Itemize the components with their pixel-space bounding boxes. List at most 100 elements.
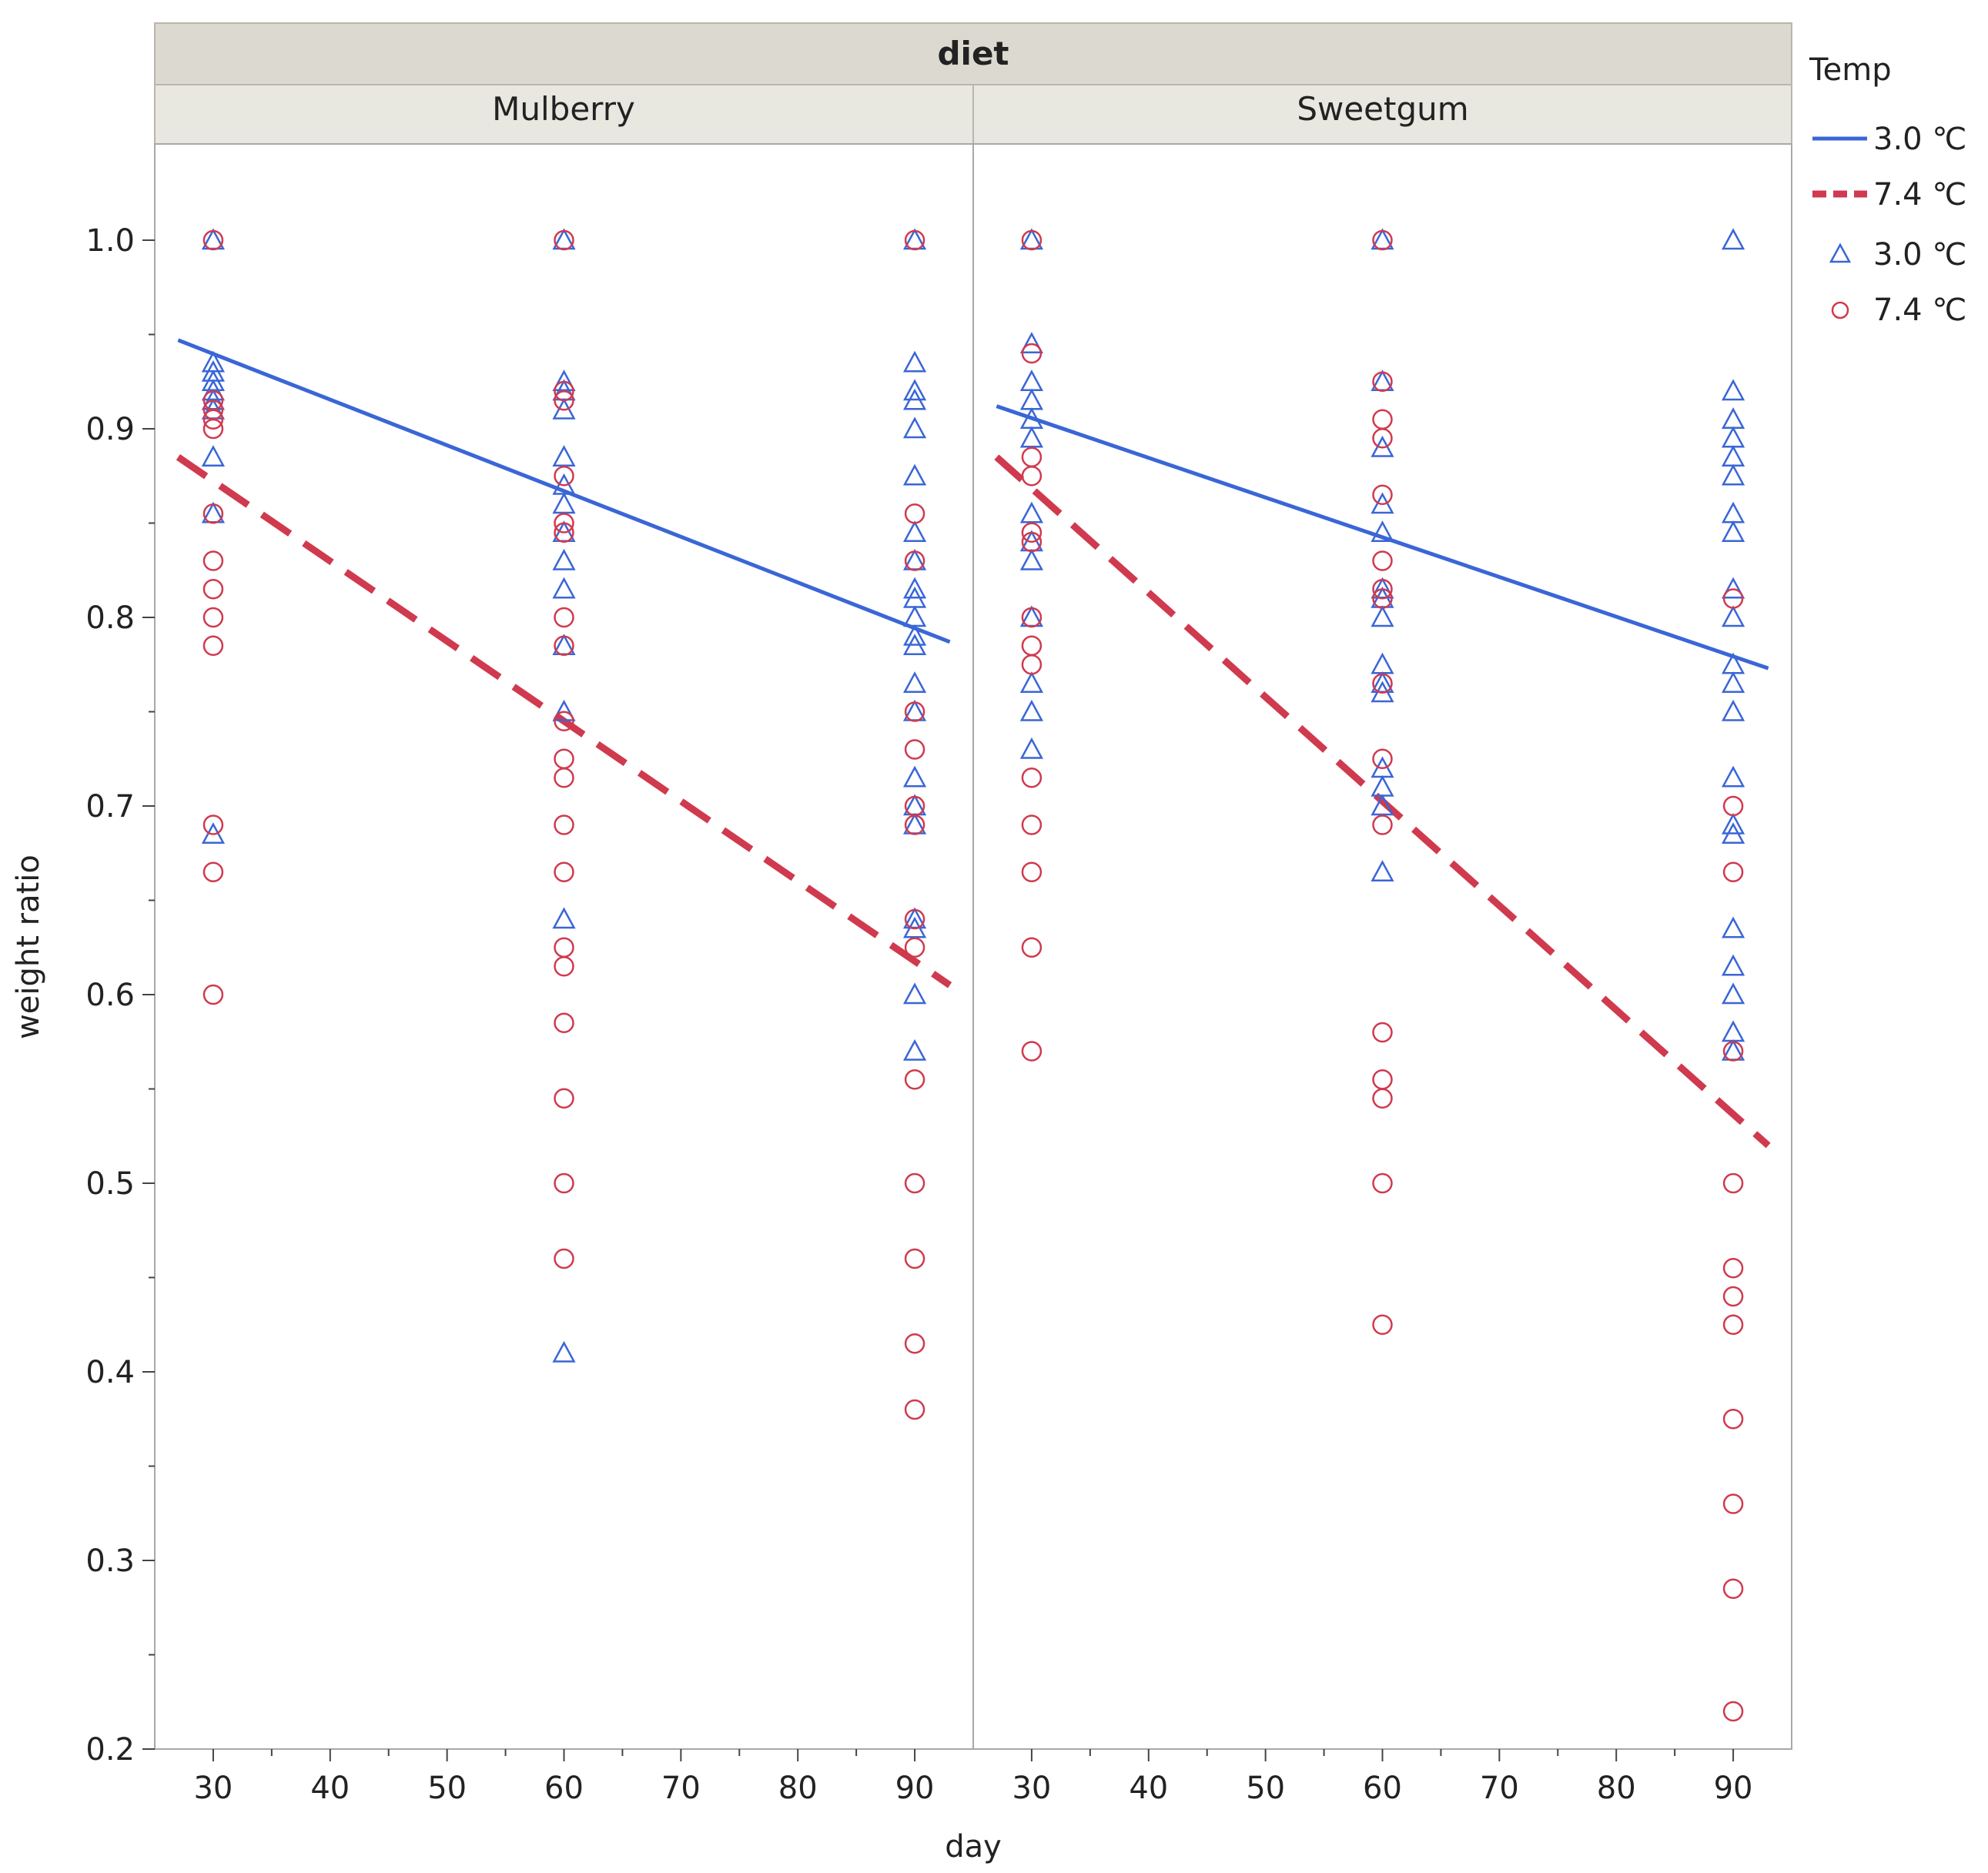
point-circle-7-4 — [1722, 1701, 1744, 1722]
point-triangle-3-0 — [1721, 982, 1745, 1005]
point-triangle-3-0 — [902, 982, 927, 1005]
point-triangle-3-0 — [902, 624, 927, 646]
point-circle-7-4 — [1372, 428, 1393, 449]
point-circle-7-4 — [904, 1399, 925, 1420]
point-circle-7-4 — [1372, 484, 1393, 505]
point-triangle-3-0 — [902, 463, 927, 486]
point-triangle-3-0 — [1721, 822, 1745, 844]
point-circle-7-4 — [554, 711, 574, 731]
y-tick-label: 0.9 — [85, 412, 135, 447]
point-circle-7-4 — [1372, 371, 1393, 392]
point-circle-7-4 — [1021, 531, 1043, 553]
point-circle-7-4 — [904, 1172, 925, 1194]
point-circle-7-4 — [904, 701, 925, 722]
y-tick-label: 0.4 — [85, 1355, 135, 1390]
point-circle-7-4 — [904, 814, 925, 835]
point-circle-7-4 — [1021, 522, 1043, 543]
point-circle-7-4 — [554, 861, 574, 882]
point-circle-7-4 — [554, 1012, 574, 1033]
point-triangle-3-0 — [552, 492, 576, 514]
legend-label-triangle-3-0: 3.0 ℃ — [1873, 237, 1966, 273]
point-circle-7-4 — [202, 503, 224, 524]
y-tick-label: 1.0 — [85, 223, 135, 259]
point-circle-7-4 — [1722, 1258, 1744, 1279]
y-axis-title: weight ratio — [11, 855, 46, 1039]
panel-strip-mulberry — [154, 84, 974, 145]
point-triangle-3-0 — [1371, 520, 1394, 542]
legend-label-line-3-0: 3.0 ℃ — [1873, 122, 1966, 157]
point-triangle-3-0 — [1721, 605, 1745, 627]
point-circle-7-4 — [1021, 229, 1043, 251]
facet-header-strip — [154, 22, 1792, 85]
point-triangle-3-0 — [902, 416, 927, 439]
point-circle-7-4 — [554, 1172, 574, 1194]
legend-label-circle-7-4: 7.4 ℃ — [1873, 293, 1966, 328]
y-tick-label: 0.3 — [85, 1544, 135, 1579]
y-tick-label: 0.8 — [85, 600, 135, 636]
point-circle-7-4 — [1372, 229, 1393, 251]
panel-strip-sweetgum — [972, 84, 1792, 145]
point-circle-7-4 — [1021, 814, 1043, 835]
point-triangle-3-0 — [1721, 520, 1745, 542]
point-triangle-3-0 — [1721, 228, 1745, 250]
point-circle-7-4 — [1722, 1172, 1744, 1194]
point-circle-7-4 — [554, 1248, 574, 1269]
point-circle-7-4 — [1021, 937, 1043, 958]
point-circle-7-4 — [904, 1069, 925, 1090]
point-circle-7-4 — [1372, 550, 1393, 571]
point-triangle-3-0 — [1721, 671, 1745, 693]
point-circle-7-4 — [904, 1248, 925, 1269]
point-circle-7-4 — [1021, 768, 1043, 788]
point-circle-7-4 — [1021, 466, 1043, 487]
point-circle-7-4 — [554, 956, 574, 977]
point-circle-7-4 — [202, 418, 224, 440]
point-triangle-3-0 — [552, 445, 576, 467]
point-circle-7-4 — [1372, 673, 1393, 694]
point-circle-7-4 — [554, 513, 574, 533]
point-triangle-3-0 — [552, 577, 576, 599]
point-circle-7-4 — [202, 579, 224, 600]
point-circle-7-4 — [904, 739, 925, 760]
point-circle-7-4 — [1372, 1088, 1393, 1109]
point-triangle-3-0 — [201, 445, 226, 467]
point-triangle-3-0 — [1019, 332, 1044, 353]
x-axis-title: day — [945, 1829, 1002, 1865]
point-circle-7-4 — [1722, 795, 1744, 817]
point-triangle-3-0 — [902, 634, 927, 655]
point-circle-7-4 — [1722, 588, 1744, 609]
point-circle-7-4 — [904, 937, 925, 958]
point-circle-7-4 — [904, 229, 925, 251]
point-triangle-3-0 — [902, 520, 927, 542]
panel-label-sweetgum: Sweetgum — [1297, 90, 1468, 128]
point-circle-7-4 — [904, 908, 925, 930]
point-triangle-3-0 — [902, 765, 927, 788]
point-circle-7-4 — [554, 466, 574, 487]
point-circle-7-4 — [1021, 654, 1043, 675]
point-triangle-3-0 — [902, 350, 927, 373]
point-triangle-3-0 — [902, 388, 927, 410]
point-circle-7-4 — [554, 390, 574, 411]
point-circle-7-4 — [1722, 1286, 1744, 1307]
point-triangle-3-0 — [1371, 605, 1394, 627]
x-tick-label: 80 — [778, 1771, 818, 1806]
legend: Temp 3.0 ℃ 7.4 ℃ 3.0 ℃ 7.4 ℃ — [1809, 52, 1966, 328]
x-tick-label: 90 — [1714, 1771, 1753, 1806]
x-tick-label: 30 — [1012, 1771, 1051, 1806]
point-triangle-3-0 — [1371, 860, 1394, 881]
facet-header-label: diet — [937, 35, 1009, 72]
point-triangle-3-0 — [1721, 765, 1745, 788]
x-tick-label: 70 — [1480, 1771, 1519, 1806]
points-layer — [201, 228, 1745, 1722]
point-circle-7-4 — [202, 607, 224, 628]
x-tick-label: 40 — [310, 1771, 350, 1806]
point-triangle-3-0 — [552, 1340, 576, 1363]
point-circle-7-4 — [202, 635, 224, 656]
point-triangle-3-0 — [1721, 699, 1745, 721]
point-triangle-3-0 — [1019, 737, 1044, 759]
point-triangle-3-0 — [1721, 812, 1745, 834]
y-tick-label: 0.2 — [85, 1732, 135, 1768]
panel-label-mulberry: Mulberry — [492, 90, 635, 128]
point-triangle-3-0 — [902, 379, 927, 401]
